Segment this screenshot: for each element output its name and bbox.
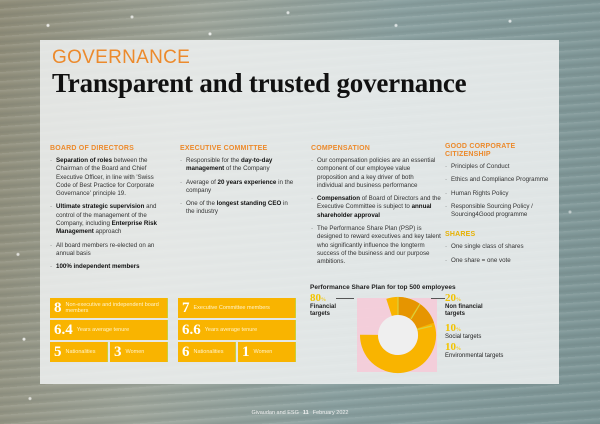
list-item: Principles of Conduct xyxy=(445,163,557,172)
footer-date: February 2022 xyxy=(312,410,349,416)
donut-svg xyxy=(360,297,436,373)
shares-heading: SHARES xyxy=(445,231,476,239)
stat-tile: 1 Women xyxy=(238,342,296,362)
list-item: Our compensation policies are an essenti… xyxy=(311,157,441,190)
financial-segment xyxy=(360,297,436,373)
page-footer: Givaudan and ESG 11 February 2022 xyxy=(0,410,600,416)
stat-tile: 7 Executive Committee members xyxy=(178,298,296,318)
list-item: Average of 20 years experience in the co… xyxy=(180,179,298,196)
board-of-directors-column: BOARD OF DIRECTORS Separation of roles b… xyxy=(50,145,168,277)
list-item: Ethics and Compliance Programme xyxy=(445,176,557,185)
stat-tile: 8 Non-executive and independent board mem… xyxy=(50,298,168,318)
page-number: 11 xyxy=(302,410,309,416)
stat-tile: 6.4 Years average tenure xyxy=(50,320,168,340)
page-title: Transparent and trusted governance xyxy=(52,68,467,98)
psp-donut-chart xyxy=(353,294,443,376)
executive-committee-column: EXECUTIVE COMMITTEE Responsible for the … xyxy=(180,145,298,222)
leader-line xyxy=(431,298,445,299)
citizenship-heading: GOOD CORPORATE CITIZENSHIP xyxy=(445,143,516,158)
board-stats: 8 Non-executive and independent board mem… xyxy=(50,298,168,364)
citizenship-column: GOOD CORPORATE CITIZENSHIP Principles of… xyxy=(445,143,557,270)
legend-environmental: 10% Environmental targets xyxy=(445,341,504,360)
stat-tile: 6.6 Years average tenure xyxy=(178,320,296,340)
stat-tile: 5 Nationalities xyxy=(50,342,108,362)
board-heading: BOARD OF DIRECTORS xyxy=(50,145,134,152)
list-item: Separation of roles between the Chairman… xyxy=(50,157,168,198)
list-item: Human Rights Policy xyxy=(445,190,557,199)
footer-left: Givaudan and ESG xyxy=(251,410,299,416)
stat-tile: 3 Women xyxy=(110,342,168,362)
executive-heading: EXECUTIVE COMMITTEE xyxy=(180,145,268,152)
list-item: Compensation of Board of Directors and t… xyxy=(311,195,441,220)
legend-non-financial: 20% Non financial targets xyxy=(445,292,483,318)
content-panel: GOVERNANCE Transparent and trusted gover… xyxy=(40,40,559,384)
list-item: One share = one vote xyxy=(445,257,557,266)
list-item: Ultimate strategic supervision and contr… xyxy=(50,203,168,236)
legend-social: 10% Social targets xyxy=(445,322,482,341)
executive-stats: 7 Executive Committee members 6.6 Years av… xyxy=(178,298,296,364)
list-item: All board members re-elected on an annua… xyxy=(50,242,168,259)
list-item: Responsible for the day-to-day managemen… xyxy=(180,157,298,174)
list-item: 100% independent members xyxy=(50,263,168,272)
psp-chart-title: Performance Share Plan for top 500 emplo… xyxy=(310,284,456,291)
list-item: One single class of shares xyxy=(445,243,557,252)
stat-tile: 6 Nationalities xyxy=(178,342,236,362)
compensation-heading: COMPENSATION xyxy=(311,145,371,152)
list-item: Responsible Sourcing Policy / Sourcing4G… xyxy=(445,203,557,220)
list-item: One of the longest standing CEO in the i… xyxy=(180,200,298,217)
list-item: The Performance Share Plan (PSP) is desi… xyxy=(311,225,441,266)
shares-section: SHARES One single class of shares One sh… xyxy=(445,231,557,265)
legend-financial: 80% Financial targets xyxy=(310,292,337,318)
leader-line xyxy=(336,298,354,299)
compensation-column: COMPENSATION Our compensation policies a… xyxy=(311,145,441,272)
section-kicker: GOVERNANCE xyxy=(52,47,191,68)
